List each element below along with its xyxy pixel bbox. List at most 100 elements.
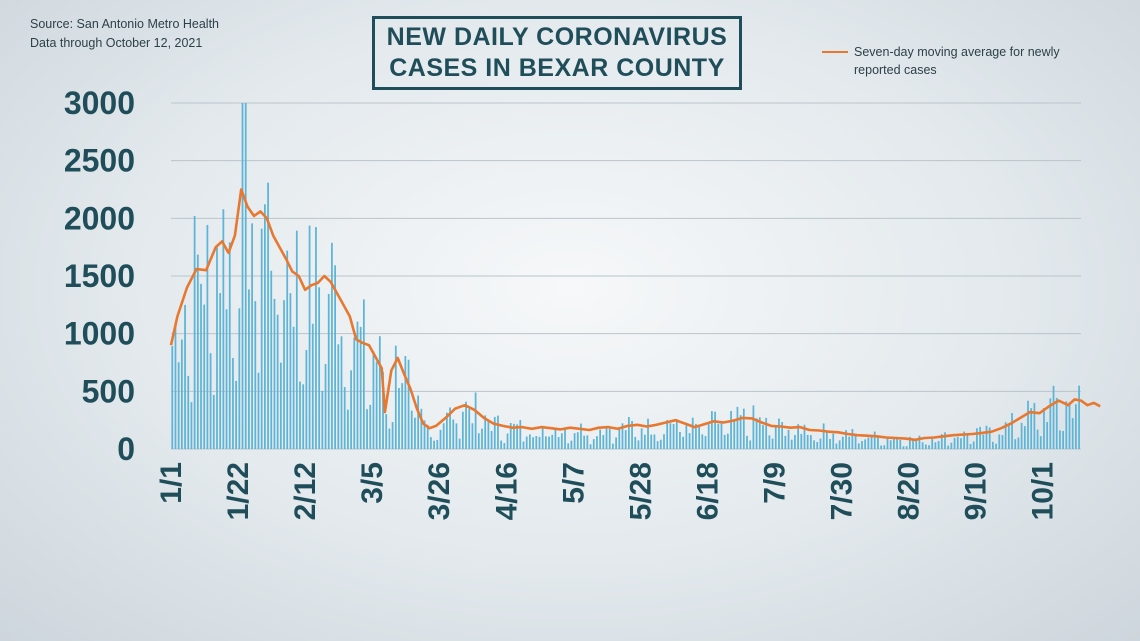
daily-bar [350, 370, 352, 449]
daily-bar [998, 434, 1001, 449]
daily-bar [679, 431, 681, 449]
daily-bar [675, 419, 678, 449]
x-tick-label: 8/20 [893, 462, 926, 520]
daily-bar [283, 300, 285, 449]
daily-bar [631, 420, 633, 449]
daily-bar [276, 314, 279, 449]
daily-bar [851, 429, 854, 449]
daily-bar [394, 345, 397, 449]
daily-bar [1023, 426, 1026, 449]
daily-bar [209, 353, 212, 449]
daily-bar [216, 247, 218, 449]
daily-bar [730, 410, 732, 449]
daily-bar [854, 433, 857, 449]
daily-bar [1001, 435, 1004, 449]
daily-bar [219, 293, 222, 449]
daily-bar [825, 431, 828, 449]
daily-bar [659, 439, 662, 449]
title-line-2: CASES IN BEXAR COUNTY [389, 54, 725, 82]
title-line-1: NEW DAILY CORONAVIRUS [386, 23, 728, 51]
daily-bar [1046, 422, 1049, 449]
daily-bar [650, 434, 653, 449]
daily-bar [244, 103, 247, 449]
daily-bar [1062, 431, 1064, 449]
daily-bar [551, 434, 554, 449]
daily-bar [695, 423, 697, 449]
daily-bar [420, 408, 423, 449]
daily-bar [1065, 401, 1068, 449]
daily-bar [471, 423, 474, 449]
daily-bar [487, 420, 490, 449]
daily-bar [500, 440, 503, 449]
daily-bar [289, 293, 292, 449]
daily-bar [886, 437, 889, 449]
daily-bar [816, 442, 819, 449]
daily-bar [733, 419, 736, 449]
y-tick-label: 500 [82, 373, 135, 409]
daily-bar [899, 439, 902, 449]
daily-bar [343, 387, 346, 449]
daily-bar [940, 434, 943, 449]
daily-bar [624, 430, 627, 449]
daily-bar [781, 422, 784, 449]
daily-bar [490, 430, 493, 449]
daily-bar [270, 270, 273, 449]
daily-bar [187, 375, 190, 449]
daily-bar [372, 351, 375, 449]
daily-bar [1055, 397, 1058, 449]
daily-bar [822, 423, 825, 449]
daily-bar [445, 412, 448, 449]
daily-bar [803, 424, 806, 449]
daily-bar [315, 227, 317, 449]
daily-bar [944, 432, 946, 449]
daily-bar [525, 436, 528, 449]
data-through-line: Data through October 12, 2021 [30, 36, 203, 50]
daily-bar [398, 388, 400, 449]
daily-bar [535, 436, 538, 449]
daily-bar [567, 443, 570, 449]
daily-bar [576, 432, 579, 449]
x-tick-label: 6/18 [691, 462, 724, 520]
daily-bar [254, 301, 257, 449]
legend-line-swatch [822, 51, 848, 53]
daily-bar [685, 425, 688, 449]
daily-bar [260, 228, 263, 449]
daily-bar [474, 392, 477, 449]
daily-bar [452, 419, 455, 449]
daily-bar [880, 445, 882, 449]
chart-title: NEW DAILY CORONAVIRUS CASES IN BEXAR COU… [372, 16, 742, 90]
daily-bar [347, 409, 349, 449]
daily-bar [519, 420, 522, 449]
daily-bar [1017, 437, 1020, 449]
daily-bar [1043, 408, 1045, 449]
daily-bar [1020, 422, 1023, 449]
daily-bar [318, 287, 321, 449]
daily-bar [1049, 398, 1052, 449]
daily-bar [877, 435, 879, 449]
daily-bar [605, 427, 608, 449]
daily-bar [870, 436, 873, 449]
daily-bar [752, 405, 755, 449]
x-tick-label: 1/22 [222, 462, 255, 520]
x-tick-label: 7/30 [826, 462, 859, 520]
daily-bar [295, 230, 298, 449]
daily-bar [375, 361, 378, 449]
daily-bar [953, 437, 956, 449]
daily-bar [988, 427, 991, 449]
daily-bar [522, 441, 525, 449]
daily-bar [771, 438, 774, 449]
daily-bar [378, 336, 381, 449]
daily-bar [726, 433, 729, 449]
daily-bar [691, 417, 694, 449]
daily-bar [918, 435, 921, 449]
daily-bar [196, 254, 199, 449]
daily-bar [640, 428, 643, 449]
daily-bar [1030, 408, 1033, 449]
daily-bar [1033, 402, 1036, 449]
daily-bar [867, 437, 870, 449]
daily-bar [742, 408, 745, 449]
y-tick-label: 2500 [64, 143, 135, 179]
daily-bar [596, 436, 598, 449]
y-tick-label: 1500 [64, 258, 135, 294]
daily-bar [458, 438, 461, 449]
